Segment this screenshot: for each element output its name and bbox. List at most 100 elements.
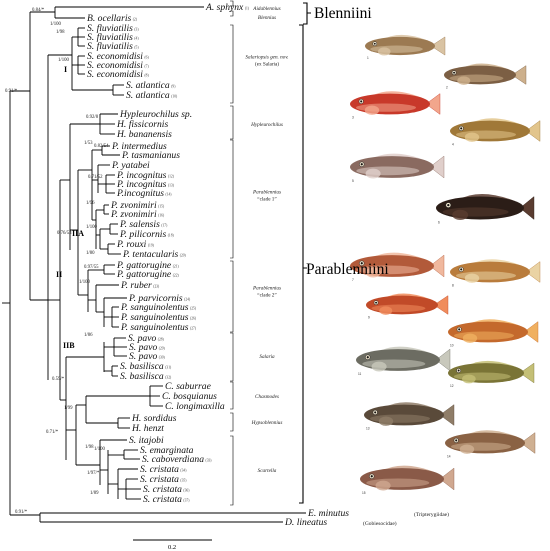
fish-photo: 8: [450, 259, 541, 287]
fish-photo: 4: [450, 118, 541, 146]
clade-bracket: [230, 139, 234, 259]
clade-bracket: [230, 105, 234, 140]
photo-number: 10: [450, 343, 454, 347]
fish-photo: 13: [364, 402, 455, 430]
tip-label: S. basilisca (31): [120, 361, 172, 372]
support-value: 0.76/53: [57, 231, 72, 236]
tip-label: P.incognitus (14): [116, 188, 172, 199]
support-value: 1/53: [84, 141, 93, 146]
tip-label: P. pilicornis (18): [119, 229, 174, 240]
support-value: 1/80: [86, 251, 95, 256]
tip-label: H. bananensis: [116, 129, 172, 140]
tip-label: S. atlantica (9): [126, 80, 176, 91]
node-label-ii: II: [56, 270, 62, 279]
clade-bracket: [230, 260, 234, 333]
tip-label: Hypleurochilus sp.: [119, 109, 192, 120]
tip-label: S. itajobi: [129, 435, 164, 446]
tip-label: A. sphynx (1): [205, 2, 250, 13]
tip-label: H. fissicornis: [116, 119, 168, 130]
tip-label: S. pavo (30): [129, 351, 166, 362]
support-value: 0.91/*: [5, 89, 18, 94]
fish-photo: 9: [366, 293, 449, 319]
clade-bracket: [230, 435, 234, 506]
photo-number: 2: [446, 85, 448, 89]
tip-label: S. basilisca (32): [120, 371, 172, 382]
photo-number: 6: [438, 220, 440, 224]
tip-label: P. ruber (23): [120, 280, 160, 291]
family-label: (Gobiesocidae): [363, 520, 397, 527]
support-value: 0.71/52: [88, 175, 103, 180]
clade-label: Blennius: [258, 15, 276, 21]
photo-number: 1: [367, 56, 369, 60]
photo-number: 4: [452, 142, 454, 146]
tip-label: S. economidisi (8): [87, 69, 149, 80]
tip-label: B. ocellaris (2): [87, 13, 138, 24]
support-value: 1/98: [56, 30, 65, 35]
node-label-iib: IIB: [63, 341, 75, 350]
tip-label: S. cristata (35): [140, 474, 187, 485]
tip-label: P. intermedius: [111, 141, 167, 152]
fish-photo: 7: [350, 252, 445, 282]
tip-label: P. sanguinolentus (27): [120, 322, 197, 333]
support-value: 0.59/*: [52, 377, 65, 382]
photo-number: 5: [352, 179, 354, 183]
scale-bar-label: 0.2: [168, 544, 176, 551]
support-value: 1/100: [50, 22, 62, 27]
clade-label: Scartella: [258, 468, 277, 474]
clade-label: Hypsoblennius: [251, 420, 283, 426]
tip-label: C. longimaxilla: [165, 401, 225, 412]
support-values: 0.84/*0.91/*1/1001/981/1000.92/81/530.82…: [5, 8, 109, 515]
clade-label: “clade 2”: [257, 292, 277, 299]
fish-photo: 14: [445, 430, 536, 458]
fish-photo: 3: [350, 91, 441, 119]
tip-label: S. cristata (34): [140, 464, 187, 475]
tip-label: P. sanguinolentus (25): [120, 302, 197, 313]
fish-photo: 15: [360, 465, 455, 495]
tip-label: S. atlantica (10): [126, 90, 178, 101]
clade-label: Salariopsis gen. nov.: [245, 55, 288, 61]
tip-label: C. bosquianus: [162, 391, 217, 402]
support-value: 1/86: [84, 333, 93, 338]
tip-label: S. fluviatilis (3): [87, 23, 139, 34]
support-value: 1/89: [90, 491, 99, 496]
tribe-parablenniini: Parablenniini: [299, 24, 389, 504]
support-value: 1/100: [86, 225, 98, 230]
tip-label: P. yatabei: [111, 160, 150, 171]
tip-label: P. rouxi (19): [116, 239, 155, 250]
clade-label: Parablennius: [252, 190, 281, 196]
fish-photo: 11: [356, 346, 451, 376]
support-value: 1/99: [64, 406, 73, 411]
tip-label: S. fluviatilis (5): [87, 41, 139, 52]
scale-bar: 0.2: [133, 539, 212, 551]
tip-label: E. minutus: [307, 508, 349, 519]
tribe-blenniini: Blenniini: [303, 2, 372, 25]
node-label-i: I: [64, 65, 67, 74]
support-value: 0.97/55: [84, 265, 99, 270]
support-value: 1/98: [85, 445, 94, 450]
tip-label: P. zvonimiri (15): [110, 200, 165, 211]
tribe-blenniini-label: Blenniini: [314, 5, 372, 22]
tip-label: P. gattorugine (22): [116, 269, 179, 280]
clade-bracket: [230, 332, 234, 382]
clade-label: (ex Salaria): [255, 61, 279, 68]
support-value: 0.92/8: [86, 115, 99, 120]
photo-number: 9: [368, 315, 370, 319]
fish-photo: 6: [436, 193, 535, 224]
support-value: 1/100: [94, 447, 106, 452]
fish-photo: 10: [448, 319, 539, 347]
clade-bracket: [230, 412, 234, 432]
support-value: 0.71/*: [46, 430, 59, 435]
tree-branches: [2, 6, 306, 523]
tip-label: S. cristata (37): [143, 494, 190, 505]
support-value: 0.91/*: [15, 510, 28, 515]
photo-number: 8: [452, 283, 454, 287]
photo-number: 13: [366, 426, 370, 430]
tip-label: S. pavo (29): [129, 342, 166, 353]
clade-label: Hypleurochilus: [250, 122, 283, 128]
tip-label: H. henzt: [131, 423, 164, 434]
tip-label: P. incognitus (12): [116, 170, 175, 181]
support-value: 1/96: [86, 201, 95, 206]
tip-label: S. caboverdiana (33): [142, 454, 212, 465]
support-value: 0.82/54: [94, 144, 109, 149]
